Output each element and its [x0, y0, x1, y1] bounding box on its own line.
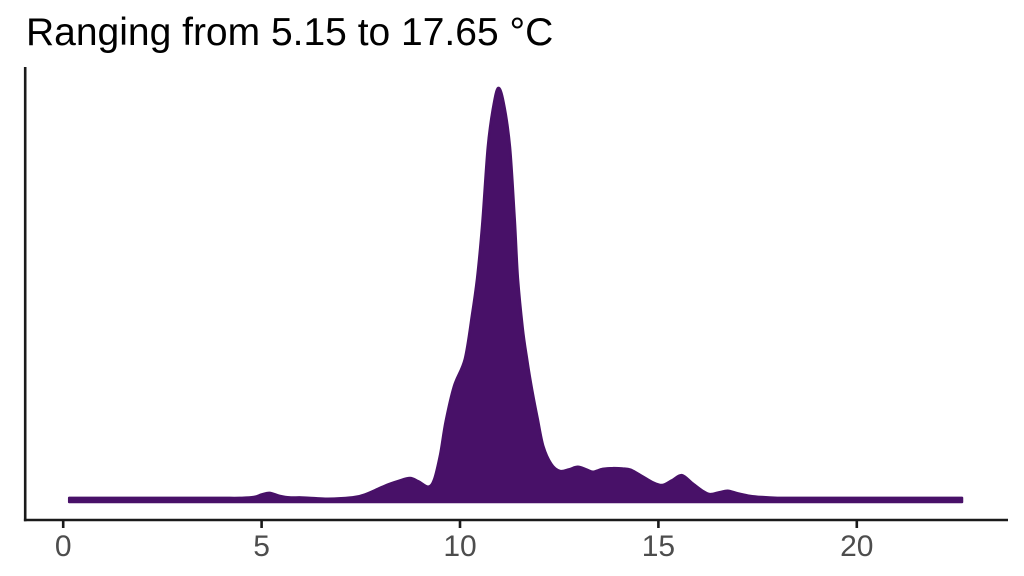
x-tick-label-10: 10	[443, 530, 476, 563]
density-area	[67, 86, 964, 504]
x-tick-label-5: 5	[253, 530, 270, 563]
x-tick-label-0: 0	[55, 530, 72, 563]
chart-title: Ranging from 5.15 to 17.65 °C	[26, 11, 554, 54]
x-tick-label-15: 15	[642, 530, 675, 563]
x-tick-label-20: 20	[840, 530, 873, 563]
